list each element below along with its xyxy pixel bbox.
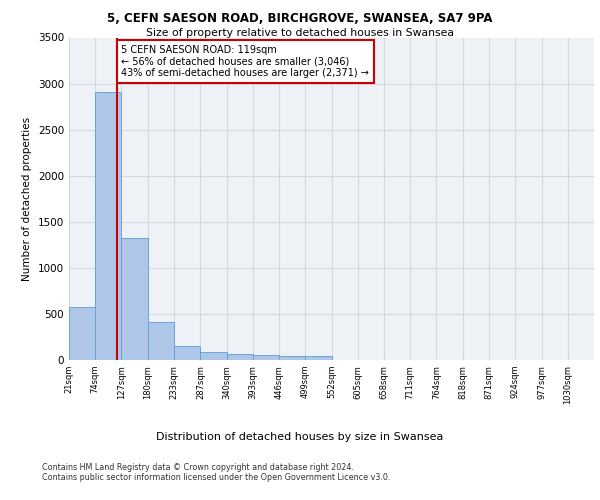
Text: Size of property relative to detached houses in Swansea: Size of property relative to detached ho… xyxy=(146,28,454,38)
Text: Contains HM Land Registry data © Crown copyright and database right 2024.: Contains HM Land Registry data © Crown c… xyxy=(42,462,354,471)
Bar xyxy=(174,346,200,360)
Text: Contains public sector information licensed under the Open Government Licence v3: Contains public sector information licen… xyxy=(42,472,391,482)
Y-axis label: Number of detached properties: Number of detached properties xyxy=(22,116,32,281)
Bar xyxy=(95,92,121,360)
Bar xyxy=(279,356,305,360)
Bar xyxy=(121,238,148,360)
Text: Distribution of detached houses by size in Swansea: Distribution of detached houses by size … xyxy=(157,432,443,442)
Bar xyxy=(69,308,95,360)
Bar xyxy=(305,356,331,360)
Bar xyxy=(227,354,253,360)
Bar xyxy=(200,352,227,360)
Bar xyxy=(253,355,279,360)
Text: 5, CEFN SAESON ROAD, BIRCHGROVE, SWANSEA, SA7 9PA: 5, CEFN SAESON ROAD, BIRCHGROVE, SWANSEA… xyxy=(107,12,493,26)
Bar xyxy=(148,322,174,360)
Text: 5 CEFN SAESON ROAD: 119sqm
← 56% of detached houses are smaller (3,046)
43% of s: 5 CEFN SAESON ROAD: 119sqm ← 56% of deta… xyxy=(121,45,369,78)
